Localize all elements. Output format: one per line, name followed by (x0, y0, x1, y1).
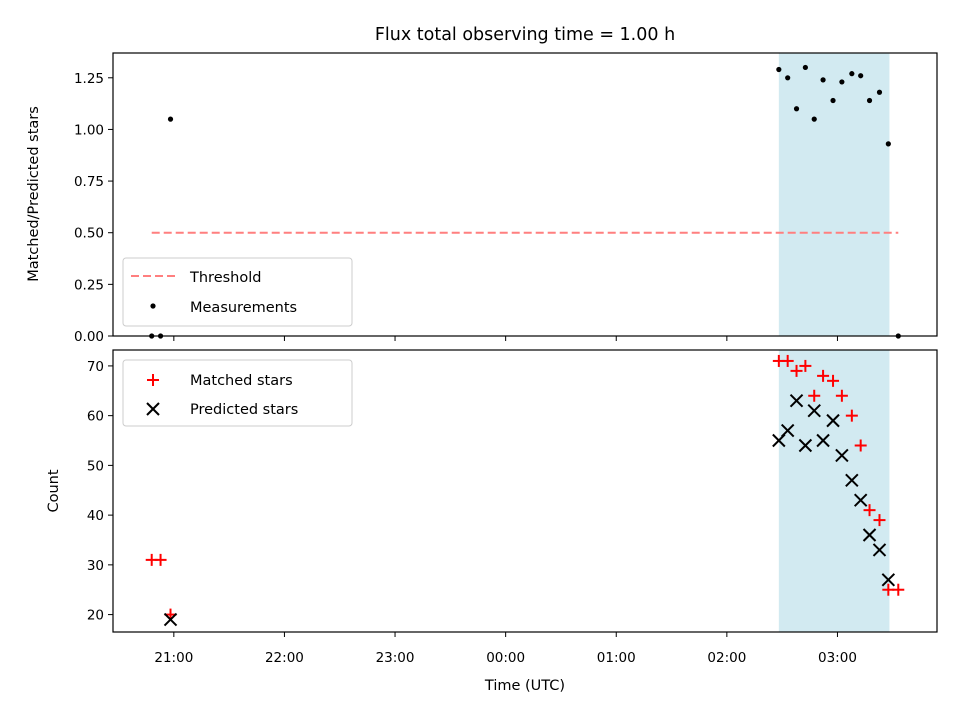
y-tick-label: 50 (87, 458, 104, 474)
y-tick-label: 40 (87, 508, 104, 524)
x-tick-label: 00:00 (486, 650, 525, 666)
matched-star-point (892, 583, 905, 596)
predicted-star-point (816, 433, 830, 448)
matched-star-point (854, 439, 867, 452)
measurement-point (885, 141, 891, 147)
measurement-point (785, 75, 791, 81)
legend-measurements-swatch (150, 303, 156, 309)
x-tick-label: 22:00 (265, 650, 304, 666)
axes-frame (112, 52, 938, 337)
measurement-point (793, 106, 800, 112)
top-legend-box (122, 257, 353, 327)
predicted-stars-series (163, 394, 896, 627)
predicted-star-point (853, 493, 868, 507)
top-axes: 0.00 0.25 0.50 0.75 1.00 1.25 (74, 52, 938, 345)
chart-title: Flux total observing time = 1.00 h (375, 25, 675, 45)
matched-star-point (790, 364, 803, 377)
top-legend: Threshold Measurements (122, 257, 353, 327)
axes-frame (112, 349, 938, 633)
highlight-span-rect (778, 350, 890, 632)
x-tick-label: 02:00 (707, 650, 746, 666)
measurement-point (802, 64, 808, 71)
measurement-point (167, 116, 174, 122)
legend-matched-swatch (147, 374, 159, 386)
y-tick-label: 30 (87, 558, 104, 574)
predicted-star-point (780, 423, 795, 438)
x-tick-label: 23:00 (376, 650, 415, 666)
measurement-point (876, 89, 883, 95)
bottom-legend-box (122, 359, 353, 427)
x-tick-label: 03:00 (818, 650, 857, 666)
measurement-point (858, 73, 864, 79)
x-axis-label: Time (UTC) (484, 678, 565, 694)
y-tick-label: 0.50 (74, 226, 104, 242)
matched-star-point (835, 389, 848, 402)
measurement-point (866, 97, 873, 104)
predicted-star-point (881, 573, 896, 587)
y-tick-label: 1.25 (74, 71, 104, 87)
x-tick-label: 01:00 (597, 650, 636, 666)
highlight-span-rect (778, 53, 890, 336)
measurement-point (830, 97, 836, 104)
top-highlight-span (778, 53, 890, 336)
predicted-star-point (862, 528, 877, 542)
y-tick-label: 70 (87, 359, 104, 375)
predicted-star-point (807, 403, 821, 418)
measurement-point (849, 71, 855, 77)
matched-star-point (808, 389, 821, 402)
top-panel: Flux total observing time = 1.00 h Match… (26, 25, 938, 345)
bottom-axes: 20 30 40 50 60 70 21:00 22:00 23:00 00:00 01:00 02:… (87, 349, 938, 666)
measurement-point (776, 66, 782, 73)
matched-star-point (845, 409, 858, 422)
measurement-point (839, 79, 845, 85)
predicted-star-point (835, 448, 849, 463)
legend-matched-label: Matched stars (190, 373, 293, 389)
predicted-star-point (798, 438, 813, 453)
predicted-star-point (872, 543, 887, 557)
y-tick-label: 0.75 (74, 174, 104, 190)
predicted-star-point (845, 473, 859, 488)
measurement-point (811, 116, 817, 122)
matched-star-point (863, 504, 876, 517)
top-y-axis-label: Matched/Predicted stars (26, 106, 42, 282)
legend-threshold-label: Threshold (189, 270, 261, 286)
legend-predicted-label: Predicted stars (190, 402, 298, 418)
x-tick-label: 21:00 (154, 650, 193, 666)
matched-star-point (817, 369, 830, 382)
bottom-y-axis-label: Count (46, 469, 62, 512)
bottom-highlight-span (778, 350, 890, 632)
y-tick-label: 20 (87, 608, 104, 624)
predicted-star-point (163, 612, 178, 627)
matched-star-point (827, 374, 840, 387)
matched-stars-series (145, 354, 905, 621)
matched-star-point (799, 359, 812, 372)
bottom-legend: Matched stars Predicted stars (122, 359, 353, 427)
predicted-star-point (789, 394, 804, 408)
legend-predicted-swatch (146, 402, 160, 416)
matched-star-point (873, 514, 886, 527)
y-tick-label: 1.00 (74, 122, 104, 138)
y-tick-label: 60 (87, 409, 104, 425)
legend-measurements-label: Measurements (190, 300, 297, 316)
matched-star-point (154, 553, 167, 566)
y-tick-label: 0.25 (74, 277, 104, 293)
predicted-star-point (826, 413, 840, 428)
measurements-series (149, 64, 901, 339)
measurement-point (820, 77, 826, 83)
y-tick-label: 0.00 (74, 329, 104, 345)
matched-star-point (781, 354, 794, 367)
